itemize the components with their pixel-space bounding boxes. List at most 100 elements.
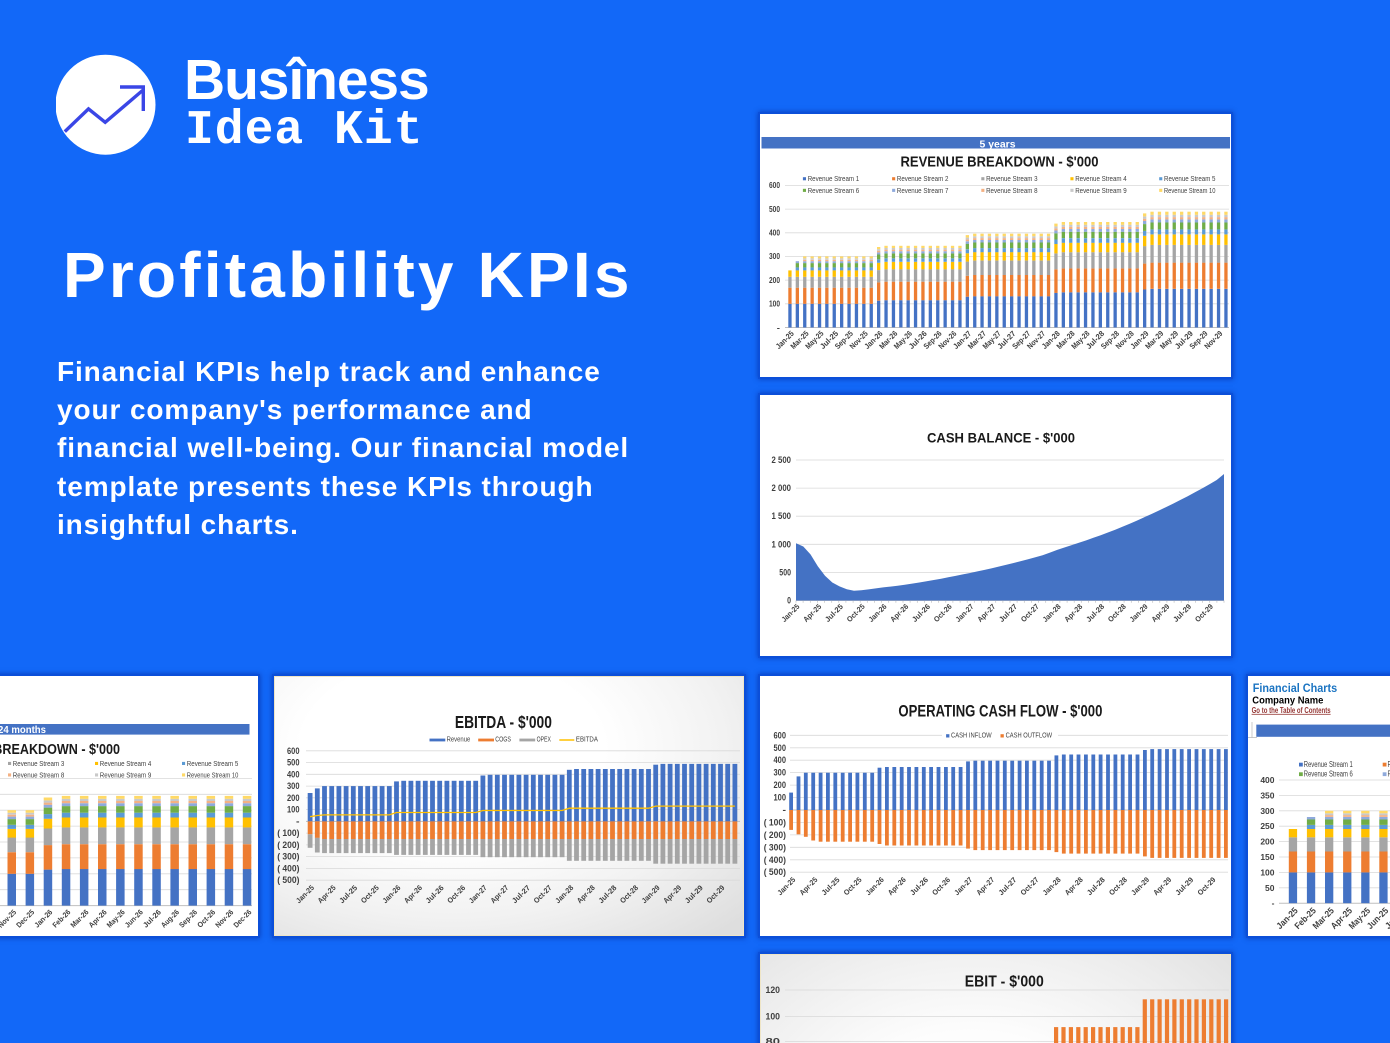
- svg-text:Revenue Stream 4: Revenue Stream 4: [100, 759, 152, 768]
- svg-text:500: 500: [779, 567, 791, 577]
- svg-text:( 100): ( 100): [764, 817, 786, 827]
- svg-text:Jul-28: Jul-28: [596, 883, 618, 905]
- svg-text:200: 200: [1260, 837, 1274, 847]
- svg-text:( 400): ( 400): [764, 855, 786, 865]
- svg-text:CASH INFLOW: CASH INFLOW: [951, 733, 992, 740]
- svg-text:600: 600: [287, 746, 300, 756]
- svg-text:400: 400: [287, 769, 300, 779]
- svg-text:500: 500: [769, 204, 780, 214]
- svg-text:200: 200: [769, 275, 780, 285]
- svg-text:COGS: COGS: [495, 737, 511, 744]
- svg-text:CASH OUTFLOW: CASH OUTFLOW: [1006, 733, 1053, 740]
- svg-text:Jul-27: Jul-27: [997, 602, 1019, 624]
- svg-text:50: 50: [1265, 883, 1275, 893]
- svg-text:300: 300: [287, 781, 300, 791]
- svg-text:Apr-26: Apr-26: [886, 875, 908, 897]
- svg-text:100: 100: [287, 805, 300, 815]
- svg-text:Oct-26: Oct-26: [930, 875, 952, 897]
- svg-text:100: 100: [774, 793, 787, 803]
- svg-text:Oct-26: Oct-26: [195, 908, 217, 930]
- svg-text:Revenue Stream 6: Revenue Stream 6: [1304, 770, 1353, 779]
- svg-text:Revenue Stream 6: Revenue Stream 6: [808, 186, 860, 195]
- svg-text:Aug-26: Aug-26: [159, 908, 181, 930]
- svg-text:CASH BALANCE - $'000: CASH BALANCE - $'000: [927, 430, 1075, 446]
- svg-text:300: 300: [1260, 806, 1274, 816]
- svg-text:400: 400: [769, 228, 780, 238]
- svg-text:Revenue Stream 1: Revenue Stream 1: [808, 174, 860, 183]
- svg-text:Jan-25: Jan-25: [775, 875, 797, 897]
- svg-text:200: 200: [287, 793, 300, 803]
- svg-text:Jan-27: Jan-27: [467, 883, 489, 905]
- svg-text:Revenue Stream 3: Revenue Stream 3: [986, 174, 1038, 183]
- svg-text:Nov-25: Nov-25: [0, 908, 18, 930]
- svg-text:Jan-26: Jan-26: [867, 602, 889, 624]
- svg-text:Jul-25: Jul-25: [820, 875, 842, 897]
- svg-text:2 000: 2 000: [772, 483, 792, 493]
- svg-text:Revenue Stream 3: Revenue Stream 3: [13, 759, 64, 768]
- svg-text:Apr-27: Apr-27: [974, 875, 996, 897]
- svg-text:Sep-26: Sep-26: [177, 908, 199, 930]
- svg-text:Dec-26: Dec-26: [231, 908, 253, 930]
- svg-text:Revenue Stream 9: Revenue Stream 9: [1075, 186, 1127, 195]
- svg-text:Financial Charts: Financial Charts: [1253, 683, 1338, 695]
- svg-text:2 500: 2 500: [772, 455, 792, 465]
- svg-text:Jul-25: Jul-25: [823, 602, 845, 624]
- svg-text:Revenue Stream 10: Revenue Stream 10: [1164, 186, 1216, 195]
- svg-text:Jan-27: Jan-27: [952, 875, 974, 897]
- svg-text:Oct-29: Oct-29: [704, 883, 726, 905]
- svg-text:( 500): ( 500): [764, 867, 786, 877]
- svg-text:( 200): ( 200): [764, 830, 786, 840]
- svg-text:Feb-26: Feb-26: [50, 908, 72, 930]
- svg-text:500: 500: [774, 743, 787, 753]
- svg-text:Jul-29: Jul-29: [683, 883, 705, 905]
- svg-text:Apr-26: Apr-26: [888, 602, 910, 624]
- svg-text:Apr-25: Apr-25: [316, 883, 338, 905]
- svg-text:( 500): ( 500): [277, 875, 299, 885]
- svg-text:Apr-25: Apr-25: [801, 602, 823, 624]
- svg-text:Revenue Stream 8: Revenue Stream 8: [13, 770, 64, 779]
- svg-text:0: 0: [787, 596, 791, 606]
- svg-text:200: 200: [774, 780, 787, 790]
- svg-text:300: 300: [774, 768, 787, 778]
- svg-text:Jan-26: Jan-26: [380, 883, 402, 905]
- svg-text:Oct-29: Oct-29: [1193, 602, 1215, 624]
- svg-text:EBITDA: EBITDA: [576, 737, 598, 744]
- svg-text:Revenue Stream 4: Revenue Stream 4: [1075, 174, 1127, 183]
- svg-text:Oct-26: Oct-26: [445, 883, 467, 905]
- svg-text:Apr-26: Apr-26: [402, 883, 424, 905]
- svg-text:Apr-26: Apr-26: [87, 908, 109, 930]
- svg-text:Oct-27: Oct-27: [1019, 875, 1041, 897]
- svg-text:Jan-28: Jan-28: [1041, 875, 1063, 897]
- svg-text:-: -: [783, 805, 787, 815]
- svg-text:Jul-28: Jul-28: [1084, 602, 1106, 624]
- svg-text:250: 250: [1260, 821, 1274, 831]
- svg-text:Jan-26: Jan-26: [32, 908, 54, 930]
- svg-text:Jul-29: Jul-29: [1173, 875, 1195, 897]
- svg-text:Apr-25: Apr-25: [797, 875, 819, 897]
- svg-text:Apr-28: Apr-28: [1062, 602, 1084, 624]
- svg-text:100: 100: [1260, 867, 1274, 877]
- svg-text:Dec-25: Dec-25: [14, 908, 36, 930]
- svg-text:Jun-26: Jun-26: [123, 908, 145, 930]
- svg-text:400: 400: [774, 755, 787, 765]
- svg-text:Jul-27: Jul-27: [510, 883, 532, 905]
- svg-text:Jul-28: Jul-28: [1085, 875, 1107, 897]
- svg-text:100: 100: [769, 299, 780, 309]
- svg-text:350: 350: [1260, 790, 1274, 800]
- svg-text:5 years: 5 years: [980, 138, 1016, 150]
- svg-text:Go to the Table of Contents: Go to the Table of Contents: [1252, 706, 1331, 715]
- svg-text:Oct-28: Oct-28: [618, 883, 640, 905]
- svg-text:Revenue Stream 5: Revenue Stream 5: [187, 759, 239, 768]
- svg-text:( 300): ( 300): [277, 852, 299, 862]
- svg-text:( 100): ( 100): [277, 828, 299, 838]
- svg-text:Jul-26: Jul-26: [424, 883, 446, 905]
- svg-text:Revenue Stream 10: Revenue Stream 10: [187, 770, 239, 779]
- svg-text:Revenue Stream 5: Revenue Stream 5: [1164, 174, 1216, 183]
- svg-text:Jul-26: Jul-26: [908, 875, 930, 897]
- svg-text:EBIT - $'000: EBIT - $'000: [965, 974, 1044, 991]
- svg-text:Jan-28: Jan-28: [553, 883, 575, 905]
- svg-text:Jan-25: Jan-25: [294, 883, 316, 905]
- svg-text:-: -: [777, 322, 780, 332]
- svg-text:100: 100: [766, 1012, 781, 1022]
- svg-text:150: 150: [1260, 852, 1274, 862]
